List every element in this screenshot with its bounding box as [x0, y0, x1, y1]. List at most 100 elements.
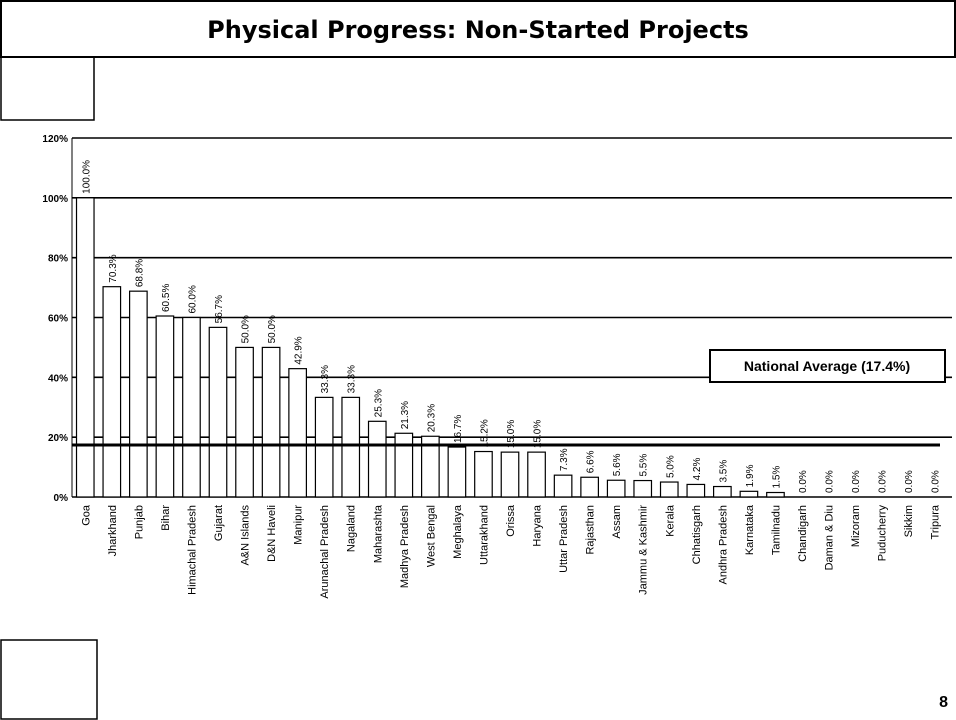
- bar: [341, 396, 361, 498]
- value-label: 0.0%: [878, 470, 889, 493]
- title-bar: [0, 0, 956, 58]
- value-label: 15.2%: [479, 419, 490, 447]
- bar: [766, 491, 785, 498]
- x-tick-label: Gujarat: [213, 505, 225, 541]
- bar: [659, 481, 679, 498]
- value-label: 33.3%: [347, 365, 358, 393]
- value-label: 4.2%: [692, 458, 703, 481]
- bar: [527, 451, 546, 498]
- x-tick-label: Kerala: [664, 504, 676, 537]
- x-tick-label: Himachal Pradesh: [186, 505, 198, 595]
- x-tick-label: Manipur: [293, 505, 305, 545]
- x-tick-label: Jammu & Kashmir: [638, 505, 650, 595]
- value-label: 70.3%: [108, 254, 119, 282]
- x-tick-label: Puducherry: [877, 505, 889, 562]
- x-tick-label: Chhatisgarh: [691, 505, 703, 564]
- bar: [394, 432, 414, 498]
- x-tick-label: Meghalaya: [452, 504, 464, 559]
- bar: [474, 450, 493, 498]
- x-tick-label: Jharkhand: [107, 505, 119, 556]
- bar: [261, 346, 281, 498]
- value-label: 25.3%: [373, 389, 384, 417]
- value-label: 21.3%: [400, 401, 411, 429]
- value-label: 7.3%: [559, 448, 570, 471]
- value-label: 5.6%: [612, 453, 623, 476]
- corner-box: [0, 56, 95, 121]
- x-tick-label: Tamilnadu: [770, 505, 782, 555]
- bar: [686, 483, 706, 498]
- bar: [580, 476, 599, 498]
- value-label: 1.9%: [745, 464, 756, 487]
- bar: [739, 490, 759, 498]
- x-tick-label: Punjab: [133, 505, 145, 539]
- value-label: 56.7%: [214, 295, 225, 323]
- x-tick-label: West Bengal: [425, 505, 437, 567]
- x-tick-label: Rajasthan: [585, 505, 597, 555]
- y-tick-label: 60%: [48, 314, 68, 325]
- value-label: 16.7%: [453, 415, 464, 443]
- value-label: 5.5%: [639, 454, 650, 477]
- y-tick-label: 0%: [54, 493, 69, 504]
- value-label: 1.5%: [771, 466, 782, 489]
- bar: [102, 286, 122, 498]
- bar: [288, 368, 307, 498]
- value-label: 100.0%: [81, 160, 92, 194]
- bar: [500, 451, 520, 498]
- x-tick-label: Madhya Pradesh: [399, 505, 411, 588]
- annotation: National Average (17.4%): [744, 358, 910, 374]
- value-label: 15.0%: [506, 420, 517, 448]
- x-tick-label: Uttar Pradesh: [558, 505, 570, 573]
- x-tick-label: Uttarakhand: [478, 505, 490, 565]
- x-tick-label: Goa: [80, 504, 92, 526]
- value-label: 0.0%: [825, 470, 836, 493]
- value-label: 0.0%: [904, 470, 915, 493]
- x-tick-label: D&N Haveli: [266, 505, 278, 562]
- x-tick-label: Haryana: [532, 504, 544, 546]
- bar: [713, 485, 732, 498]
- x-tick-label: Sikkim: [903, 505, 915, 537]
- bar: [367, 420, 387, 498]
- annotation-box: [709, 349, 946, 383]
- value-label: 0.0%: [798, 470, 809, 493]
- bar: [235, 346, 254, 498]
- bar: [75, 197, 95, 498]
- corner-box: [0, 639, 98, 720]
- y-tick-label: 100%: [42, 194, 68, 205]
- x-tick-label: Bihar: [160, 505, 172, 531]
- x-tick-label: Mizoram: [850, 505, 862, 547]
- value-label: 60.0%: [187, 285, 198, 313]
- value-label: 0.0%: [851, 470, 862, 493]
- value-label: 42.9%: [294, 336, 305, 364]
- page-number: 8: [939, 694, 948, 711]
- value-label: 6.6%: [586, 450, 597, 473]
- x-tick-label: Andhra Pradesh: [717, 505, 729, 585]
- x-tick-label: Nagaland: [346, 505, 358, 552]
- bar: [182, 316, 201, 498]
- x-tick-label: Tripura: [930, 504, 942, 539]
- y-tick-label: 40%: [48, 373, 68, 384]
- bar: [129, 290, 148, 498]
- x-tick-label: Assam: [611, 505, 623, 539]
- x-tick-label: Maharashta: [372, 504, 384, 563]
- x-tick-label: Chandigarh: [797, 505, 809, 562]
- value-label: 33.3%: [320, 365, 331, 393]
- x-tick-label: Karnataka: [744, 504, 756, 555]
- value-label: 0.0%: [931, 470, 942, 493]
- x-tick-label: Daman & Diu: [824, 505, 836, 570]
- value-label: 60.5%: [161, 284, 172, 312]
- bar: [606, 479, 626, 498]
- bar: [553, 474, 573, 498]
- y-tick-label: 80%: [48, 254, 68, 265]
- bar: [314, 396, 334, 498]
- chart-title: Physical Progress: Non-Started Projects: [207, 16, 749, 44]
- x-tick-label: A&N Islands: [240, 505, 252, 566]
- value-label: 50.0%: [241, 315, 252, 343]
- value-label: 3.5%: [718, 460, 729, 483]
- value-label: 50.0%: [267, 315, 278, 343]
- value-label: 20.3%: [426, 404, 437, 432]
- bar: [155, 315, 175, 498]
- value-label: 15.0%: [533, 420, 544, 448]
- value-label: 5.0%: [665, 455, 676, 478]
- x-tick-label: Orissa: [505, 504, 517, 537]
